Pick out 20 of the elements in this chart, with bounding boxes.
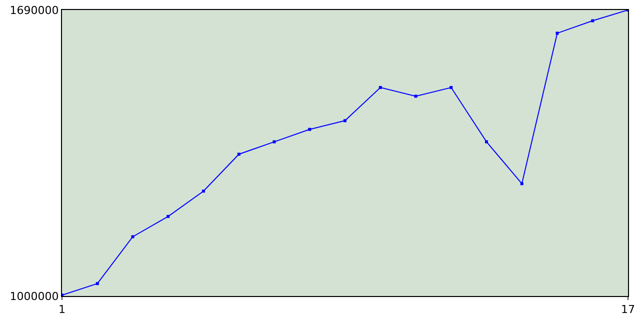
point [308,128,312,131]
point [131,235,134,238]
point [237,152,240,156]
point [414,94,418,98]
x-tick-label: 17 [621,303,635,316]
point [96,282,99,286]
point [591,19,594,22]
point [202,190,205,193]
y-tick-label: 1690000 [10,4,59,17]
y-tick-label: 1000000 [10,290,59,303]
point [485,140,488,144]
point [450,86,453,90]
point [344,119,346,122]
point [378,86,382,90]
x-tick-label: 1 [58,303,66,316]
line-series [62,10,628,296]
point [166,214,170,218]
point [272,140,276,144]
point [520,182,524,186]
point [556,32,559,35]
